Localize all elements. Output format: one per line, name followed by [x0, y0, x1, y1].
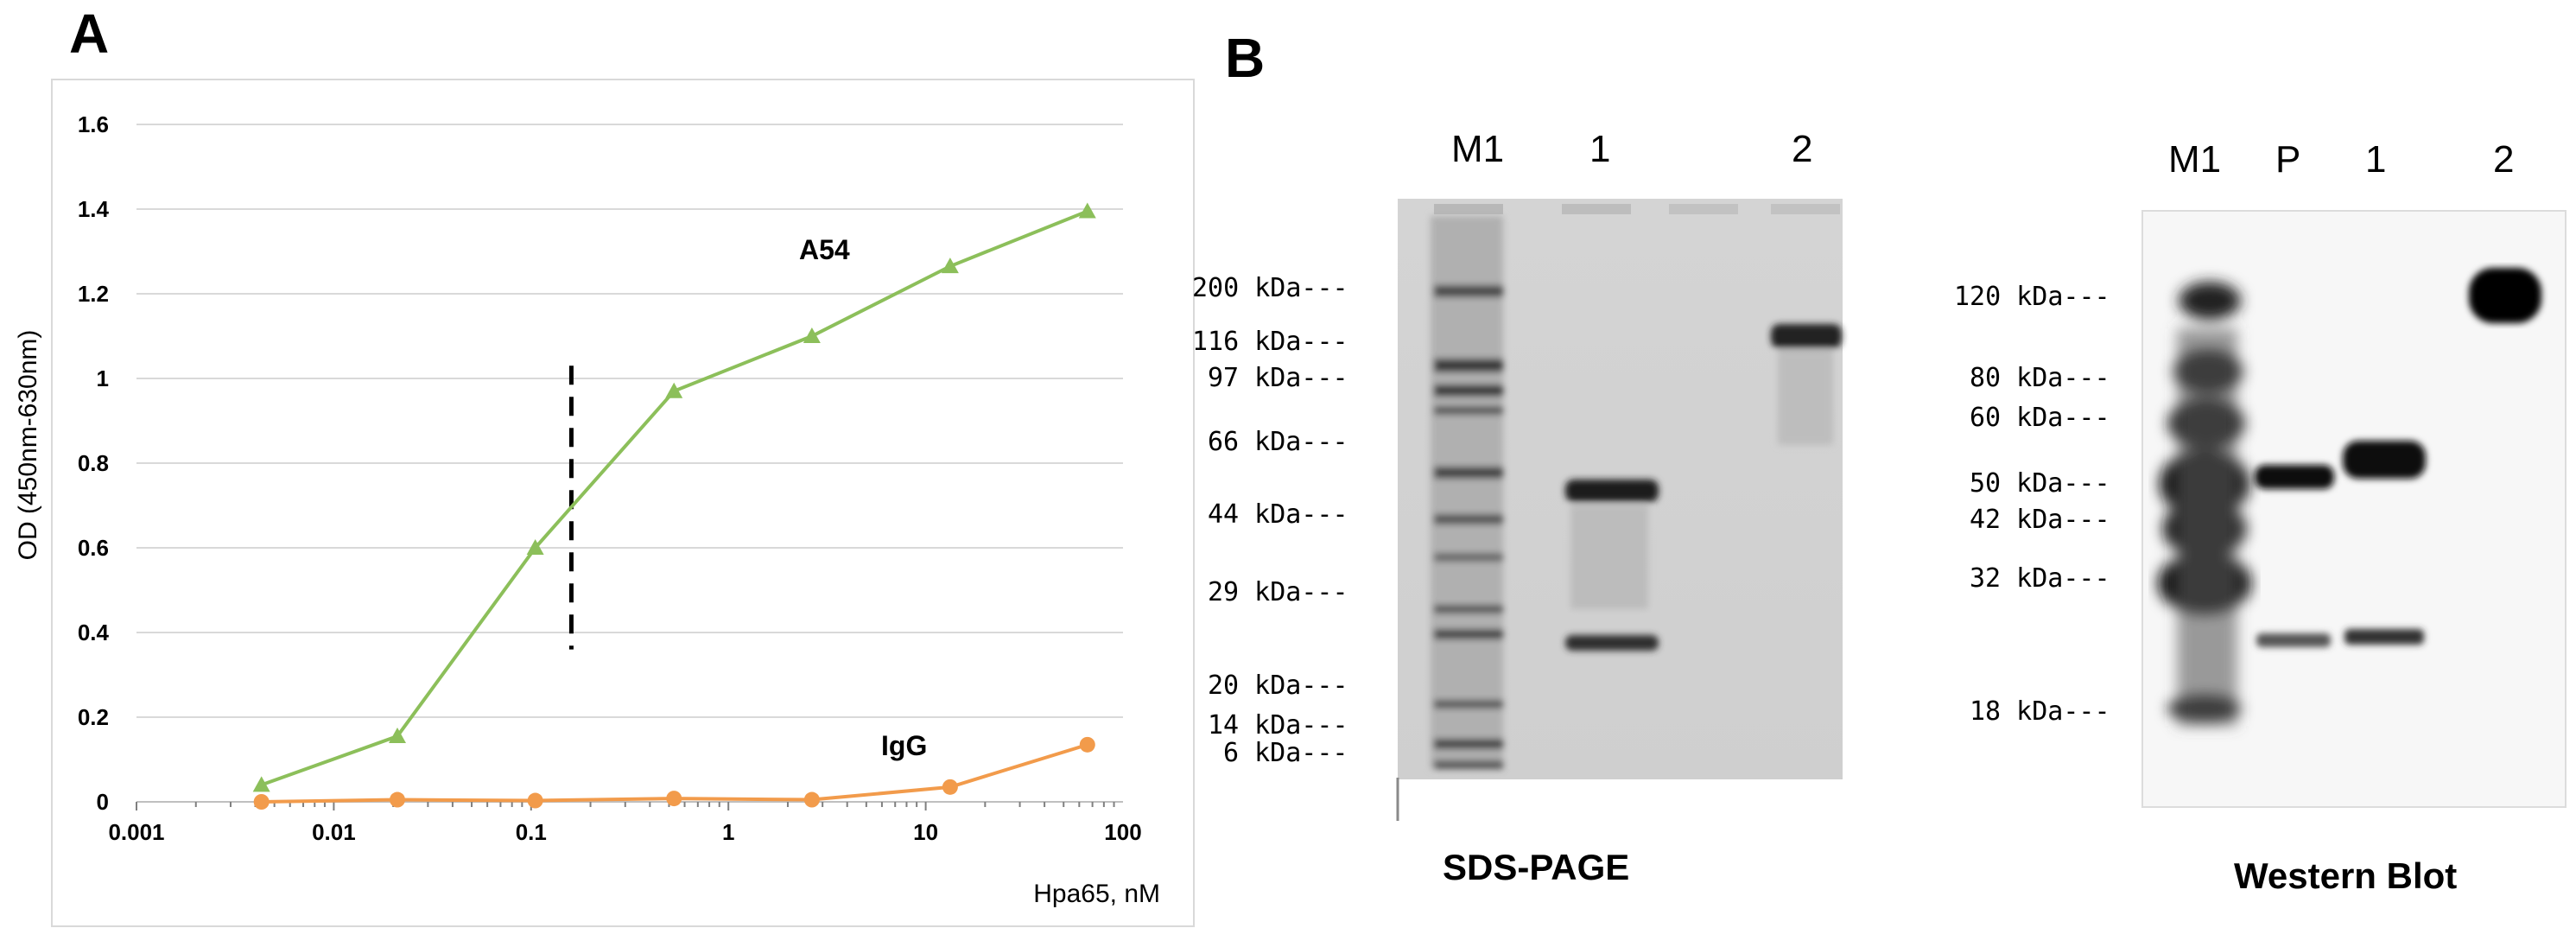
- sds-lane-2-bands: [1771, 324, 1842, 445]
- data-point-igg: [527, 792, 543, 809]
- wb-marker-18: 18 kDa---: [1970, 696, 2110, 727]
- od-line-chart: 0 0.2 0.4 0.6 0.8 1 1.2 1.4 1.6 0.001 0.01 0.1 1 10 1…: [14, 79, 1195, 927]
- wb-membrane: [2141, 210, 2566, 808]
- data-point-igg: [666, 791, 682, 807]
- series-line-a54: [261, 209, 1088, 787]
- data-point-a54: [388, 728, 406, 744]
- grid-lines: [136, 124, 1123, 718]
- data-point-igg: [803, 791, 820, 808]
- sds-marker-lane: [1431, 216, 1503, 769]
- sds-marker-20: 20 kDa---: [1208, 671, 1348, 701]
- sds-lane-1-bands: [1565, 480, 1659, 651]
- wb-marker-50: 50 kDa---: [1970, 468, 2110, 499]
- sds-lane-label-m1: M1: [1451, 128, 1505, 170]
- y-tick-label: 1.2: [78, 281, 109, 307]
- sds-gel-wells: [1434, 204, 1840, 214]
- panel-b-letter: B: [1225, 27, 1266, 89]
- sds-gel-background: [1398, 199, 1843, 779]
- sds-marker-6: 6 kDa---: [1223, 738, 1348, 768]
- x-minor-ticks: [136, 802, 1115, 810]
- sds-marker-97: 97 kDa---: [1208, 363, 1348, 393]
- series-points: [252, 202, 1096, 810]
- x-tick-label: 0.001: [108, 819, 164, 845]
- sds-lane-label-2: 2: [1792, 128, 1813, 170]
- wb-marker-80: 80 kDa---: [1970, 363, 2110, 393]
- data-point-igg: [389, 791, 405, 808]
- y-tick-label: 0.2: [78, 704, 109, 730]
- wb-lane-label-2: 2: [2493, 138, 2515, 181]
- data-point-a54: [1078, 202, 1096, 219]
- y-tick-label: 0.8: [78, 450, 109, 476]
- sds-marker-66: 66 kDa---: [1208, 427, 1348, 457]
- data-point-a54: [526, 539, 544, 555]
- wb-lane-p-bands: [2255, 465, 2334, 647]
- western-blot-caption: Western Blot: [2234, 855, 2458, 896]
- x-axis-label: Hpa65, nM: [1033, 880, 1160, 908]
- y-tick-label: 0: [97, 789, 109, 815]
- series-label-igg: IgG: [881, 730, 927, 761]
- y-tick-label: 1.6: [78, 111, 109, 137]
- sds-lane-label-1: 1: [1589, 128, 1611, 170]
- wb-lane-label-m1: M1: [2168, 138, 2222, 181]
- y-axis-label: OD (450nm-630nm): [14, 330, 42, 561]
- x-tick-labels: 0.001 0.01 0.1 1 10 100: [108, 819, 1141, 845]
- y-tick-label: 1.4: [78, 196, 110, 222]
- data-point-a54: [803, 327, 821, 343]
- data-point-igg: [1079, 736, 1095, 753]
- x-tick-label: 0.01: [312, 819, 356, 845]
- sds-marker-44: 44 kDa---: [1208, 499, 1348, 530]
- wb-lane-label-1: 1: [2365, 138, 2387, 181]
- x-tick-label: 100: [1104, 819, 1141, 845]
- x-tick-label: 0.1: [516, 819, 547, 845]
- wb-marker-42: 42 kDa---: [1970, 505, 2110, 535]
- sds-page-caption: SDS-PAGE: [1443, 847, 1630, 887]
- y-tick-label: 0.6: [78, 535, 109, 561]
- x-tick-label: 1: [722, 819, 734, 845]
- data-point-a54: [941, 257, 959, 274]
- wb-lane-2-bands: [2469, 268, 2541, 323]
- wb-marker-120: 120 kDa---: [1954, 282, 2110, 312]
- wb-lane-label-p: P: [2275, 138, 2301, 181]
- y-tick-label: 1: [97, 365, 109, 391]
- data-point-igg: [942, 779, 958, 795]
- sds-marker-29: 29 kDa---: [1208, 577, 1348, 607]
- series-label-a54: A54: [799, 234, 850, 265]
- chart-frame: [51, 79, 1195, 927]
- wb-marker-32: 32 kDa---: [1970, 563, 2110, 594]
- series-lines: [261, 209, 1088, 804]
- y-tick-label: 0.4: [78, 620, 110, 645]
- data-point-igg: [253, 794, 270, 810]
- sds-marker-14: 14 kDa---: [1208, 710, 1348, 740]
- wb-lane-1-bands: [2343, 441, 2426, 645]
- x-tick-label: 10: [913, 819, 938, 845]
- data-point-a54: [252, 776, 270, 792]
- wb-marker-60: 60 kDa---: [1970, 403, 2110, 433]
- y-tick-labels: 0 0.2 0.4 0.6 0.8 1 1.2 1.4 1.6: [78, 111, 110, 815]
- sds-marker-116: 116 kDa---: [1192, 327, 1348, 357]
- sds-marker-200: 200 kDa---: [1192, 273, 1348, 303]
- wb-marker-lane: [2158, 282, 2251, 726]
- data-point-a54: [665, 382, 683, 398]
- panel-a-letter: A: [69, 3, 110, 65]
